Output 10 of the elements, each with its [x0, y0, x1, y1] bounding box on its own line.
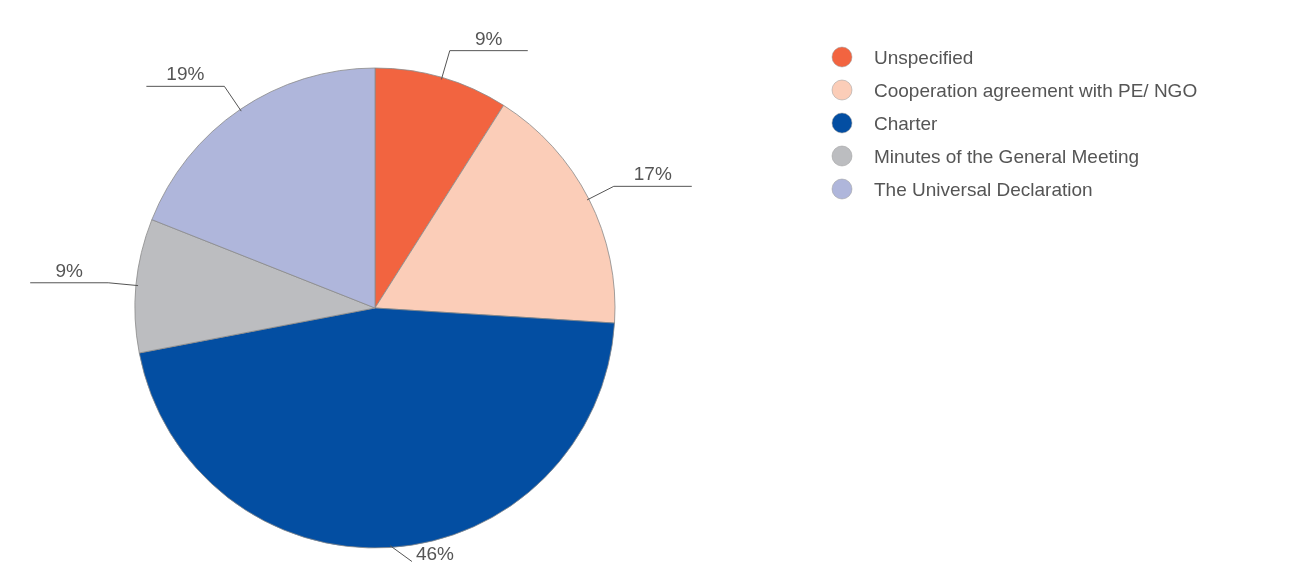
- legend-label: Cooperation agreement with PE/ NGO: [874, 80, 1198, 101]
- data-label: 17%: [633, 163, 672, 185]
- data-label: 46%: [415, 542, 455, 564]
- data-label: 9%: [475, 27, 503, 49]
- legend-label: Minutes of the General Meeting: [874, 146, 1140, 167]
- data-label: 9%: [55, 259, 84, 281]
- legend-label: The Universal Declaration: [874, 179, 1093, 200]
- data-label: 19%: [166, 63, 205, 85]
- legend-label: Unspecified: [874, 47, 974, 68]
- legend-label: Charter: [874, 113, 939, 134]
